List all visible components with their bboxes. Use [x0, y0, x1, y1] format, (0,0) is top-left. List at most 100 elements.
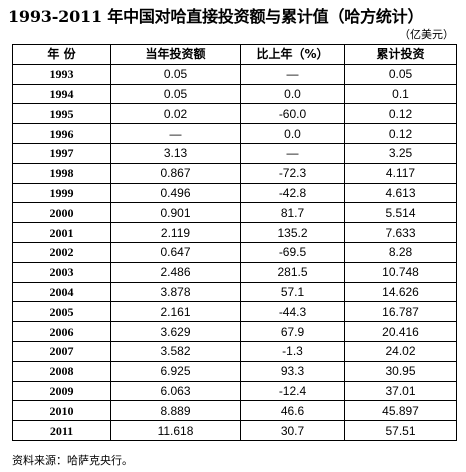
table-row: 2001 2.119 135.2 7.633 — [12, 222, 457, 243]
change-percent-cell: — — [240, 63, 345, 85]
annual-investment-cell: — — [110, 123, 241, 144]
annual-investment-cell: 2.161 — [110, 301, 241, 323]
year-cell: 2010 — [12, 400, 111, 422]
annual-investment-cell: 0.647 — [110, 241, 241, 263]
table-row: 2003 2.486 281.5 10.748 — [12, 261, 457, 283]
change-percent-cell: -69.5 — [240, 241, 345, 263]
year-cell: 2009 — [12, 380, 111, 402]
year-cell: 2005 — [12, 301, 111, 323]
year-cell: 1994 — [12, 83, 111, 105]
table-row: 2006 3.629 67.9 20.416 — [12, 321, 457, 342]
annual-investment-cell: 0.02 — [110, 103, 241, 125]
year-cell: 2011 — [12, 420, 111, 441]
year-cell: 1993 — [12, 63, 111, 85]
change-percent-cell: -12.4 — [240, 380, 345, 402]
annual-investment-cell: 0.496 — [110, 182, 241, 204]
year-cell: 1998 — [12, 162, 111, 184]
year-cell: 1996 — [12, 123, 111, 144]
change-percent-cell: 57.1 — [240, 281, 345, 303]
change-percent-cell: — — [240, 142, 345, 164]
cumulative-investment-cell: 0.1 — [344, 83, 457, 105]
header-annual-investment: 当年投资额 — [110, 44, 241, 65]
cumulative-investment-cell: 24.02 — [344, 340, 457, 362]
year-cell: 2007 — [12, 340, 111, 362]
year-cell: 1999 — [12, 182, 111, 204]
change-percent-cell: -60.0 — [240, 103, 345, 125]
header-year: 年 份 — [12, 44, 111, 65]
change-percent-cell: 93.3 — [240, 360, 345, 382]
cumulative-investment-cell: 37.01 — [344, 380, 457, 402]
cumulative-investment-cell: 3.25 — [344, 142, 457, 164]
table-row: 1995 0.02 -60.0 0.12 — [12, 103, 457, 125]
table-row: 1996—0.0 0.12 — [12, 123, 457, 144]
change-percent-cell: 67.9 — [240, 321, 345, 342]
change-percent-cell: 281.5 — [240, 261, 345, 283]
unit-label: （亿美元） — [399, 28, 454, 41]
cumulative-investment-cell: 16.787 — [344, 301, 457, 323]
cumulative-investment-cell: 20.416 — [344, 321, 457, 342]
cumulative-investment-cell: 45.897 — [344, 400, 457, 422]
year-cell: 2008 — [12, 360, 111, 382]
change-percent-cell: 0.0 — [240, 123, 345, 144]
table-row: 2008 6.925 93.3 30.95 — [12, 360, 457, 382]
annual-investment-cell: 11.618 — [110, 420, 241, 441]
cumulative-investment-cell: 4.117 — [344, 162, 457, 184]
year-cell: 2006 — [12, 321, 111, 342]
annual-investment-cell: 0.05 — [110, 63, 241, 85]
cumulative-investment-cell: 7.633 — [344, 222, 457, 243]
table-row: 1994 0.05 0.0 0.1 — [12, 83, 457, 105]
change-percent-cell: 135.2 — [240, 222, 345, 243]
table-row: 2004 3.878 57.1 14.626 — [12, 281, 457, 303]
table-row: 1999 0.496 -42.8 4.613 — [12, 182, 457, 204]
cumulative-investment-cell: 5.514 — [344, 202, 457, 224]
table-title: 1993-2011 年中国对哈直接投资额与累计值（哈方统计） — [8, 7, 424, 26]
annual-investment-cell: 3.13 — [110, 142, 241, 164]
cumulative-investment-cell: 4.613 — [344, 182, 457, 204]
table-row: 1993 0.05—0.05 — [12, 63, 457, 85]
change-percent-cell: 30.7 — [240, 420, 345, 441]
table-row: 2000 0.901 81.7 5.514 — [12, 202, 457, 224]
table-row: 2011 11.618 30.7 57.51 — [12, 420, 457, 441]
annual-investment-cell: 3.582 — [110, 340, 241, 362]
change-percent-cell: 46.6 — [240, 400, 345, 422]
annual-investment-cell: 6.925 — [110, 360, 241, 382]
cumulative-investment-cell: 8.28 — [344, 241, 457, 263]
table-row: 1998 0.867 -72.3 4.117 — [12, 162, 457, 184]
cumulative-investment-cell: 30.95 — [344, 360, 457, 382]
cumulative-investment-cell: 0.12 — [344, 123, 457, 144]
table-row: 2009 6.063 -12.4 37.01 — [12, 380, 457, 402]
change-percent-cell: -44.3 — [240, 301, 345, 323]
annual-investment-cell: 2.486 — [110, 261, 241, 283]
table-row: 2005 2.161 -44.3 16.787 — [12, 301, 457, 323]
change-percent-cell: -42.8 — [240, 182, 345, 204]
year-cell: 2004 — [12, 281, 111, 303]
annual-investment-cell: 2.119 — [110, 222, 241, 243]
year-cell: 2000 — [12, 202, 111, 224]
table-row: 2007 3.582 -1.3 24.02 — [12, 340, 457, 362]
table-row: 2002 0.647 -69.5 8.28 — [12, 241, 457, 263]
cumulative-investment-cell: 57.51 — [344, 420, 457, 441]
annual-investment-cell: 3.629 — [110, 321, 241, 342]
change-percent-cell: -72.3 — [240, 162, 345, 184]
table-row: 1997 3.13—3.25 — [12, 142, 457, 164]
change-percent-cell: 81.7 — [240, 202, 345, 224]
annual-investment-cell: 6.063 — [110, 380, 241, 402]
year-cell: 1995 — [12, 103, 111, 125]
cumulative-investment-cell: 0.12 — [344, 103, 457, 125]
annual-investment-cell: 8.889 — [110, 400, 241, 422]
year-cell: 2002 — [12, 241, 111, 263]
cumulative-investment-cell: 10.748 — [344, 261, 457, 283]
year-cell: 2003 — [12, 261, 111, 283]
annual-investment-cell: 0.867 — [110, 162, 241, 184]
header-cumulative-investment: 累计投资 — [344, 44, 457, 65]
table-row: 2010 8.889 46.6 45.897 — [12, 400, 457, 422]
table-body: 1993 0.05—0.05 1994 0.05 0.0 0.1 1995 0.02 -60.0… — [12, 63, 457, 441]
table-header-row: 年 份 当年投资额 比上年（%） 累计投资 — [12, 44, 457, 65]
annual-investment-cell: 3.878 — [110, 281, 241, 303]
year-cell: 2001 — [12, 222, 111, 243]
change-percent-cell: -1.3 — [240, 340, 345, 362]
investment-table: 年 份 当年投资额 比上年（%） 累计投资 1993 0.05—0.05 1994 0… — [12, 44, 457, 441]
annual-investment-cell: 0.05 — [110, 83, 241, 105]
change-percent-cell: 0.0 — [240, 83, 345, 105]
annual-investment-cell: 0.901 — [110, 202, 241, 224]
